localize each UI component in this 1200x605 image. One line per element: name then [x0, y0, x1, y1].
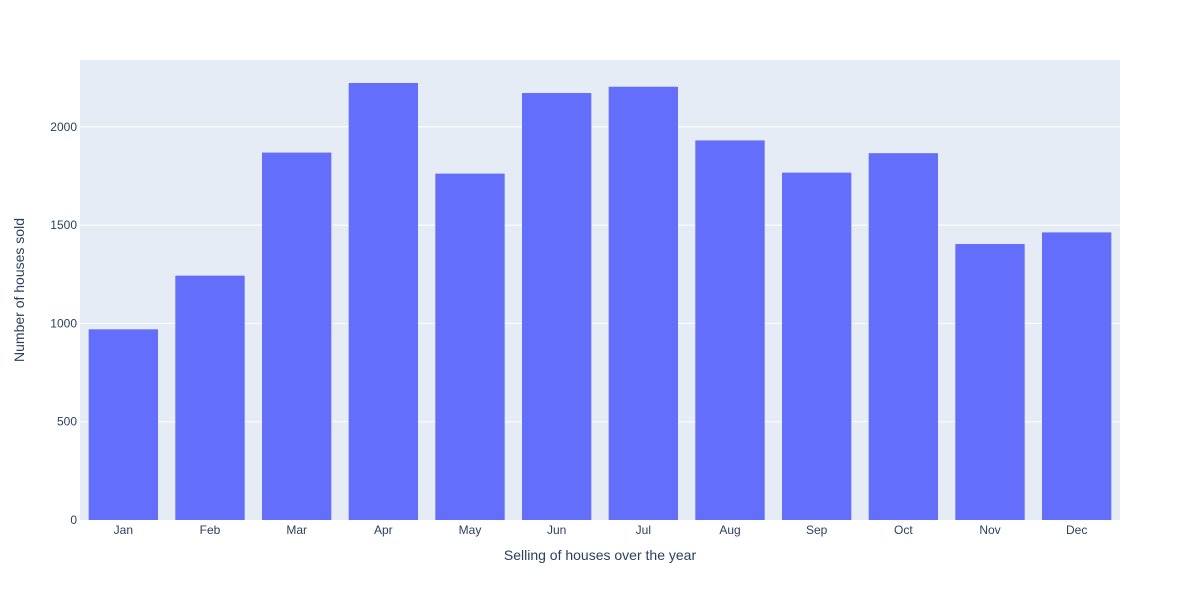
gridlines	[80, 126, 1120, 423]
x-tick-label: Sep	[806, 523, 828, 537]
x-tick-label: Apr	[374, 523, 393, 537]
y-axis-title: Number of houses sold	[11, 218, 27, 362]
bar-nov[interactable]	[955, 244, 1025, 520]
bar-jul[interactable]	[608, 86, 678, 520]
x-tick-label: Mar	[286, 523, 307, 537]
x-tick-label: Jan	[114, 523, 133, 537]
bar-aug[interactable]	[695, 140, 765, 520]
x-tick-label: Oct	[894, 523, 913, 537]
bar-jun[interactable]	[522, 93, 592, 521]
x-tick-label: May	[459, 523, 482, 537]
bar-may[interactable]	[435, 173, 505, 520]
x-tick-label: Jun	[547, 523, 566, 537]
bar-sep[interactable]	[782, 172, 852, 520]
bar-mar[interactable]	[262, 152, 332, 521]
x-axis-ticks: Jan Feb Mar Apr May Jun Jul Aug Sep Oct Nov Dec	[114, 523, 1088, 537]
y-tick-label: 1000	[50, 316, 77, 330]
x-tick-label: Dec	[1066, 523, 1087, 537]
bar-apr[interactable]	[348, 83, 418, 520]
y-tick-label: 0	[70, 513, 77, 527]
y-tick-label: 2000	[50, 120, 77, 134]
x-tick-label: Jul	[636, 523, 651, 537]
bar-jan[interactable]	[88, 329, 158, 520]
y-tick-label: 500	[57, 415, 77, 429]
y-tick-label: 1500	[50, 218, 77, 232]
x-tick-label: Aug	[719, 523, 740, 537]
bar-feb[interactable]	[175, 275, 245, 520]
x-tick-label: Nov	[979, 523, 1000, 537]
x-tick-label: Feb	[200, 523, 221, 537]
x-axis-title: Selling of houses over the year	[504, 547, 697, 563]
plot-area	[80, 60, 1120, 520]
bars	[88, 83, 1112, 521]
y-axis-ticks: 0 500 1000 1500 2000	[50, 120, 77, 527]
bar-oct[interactable]	[868, 153, 938, 520]
bar-dec[interactable]	[1042, 232, 1112, 520]
